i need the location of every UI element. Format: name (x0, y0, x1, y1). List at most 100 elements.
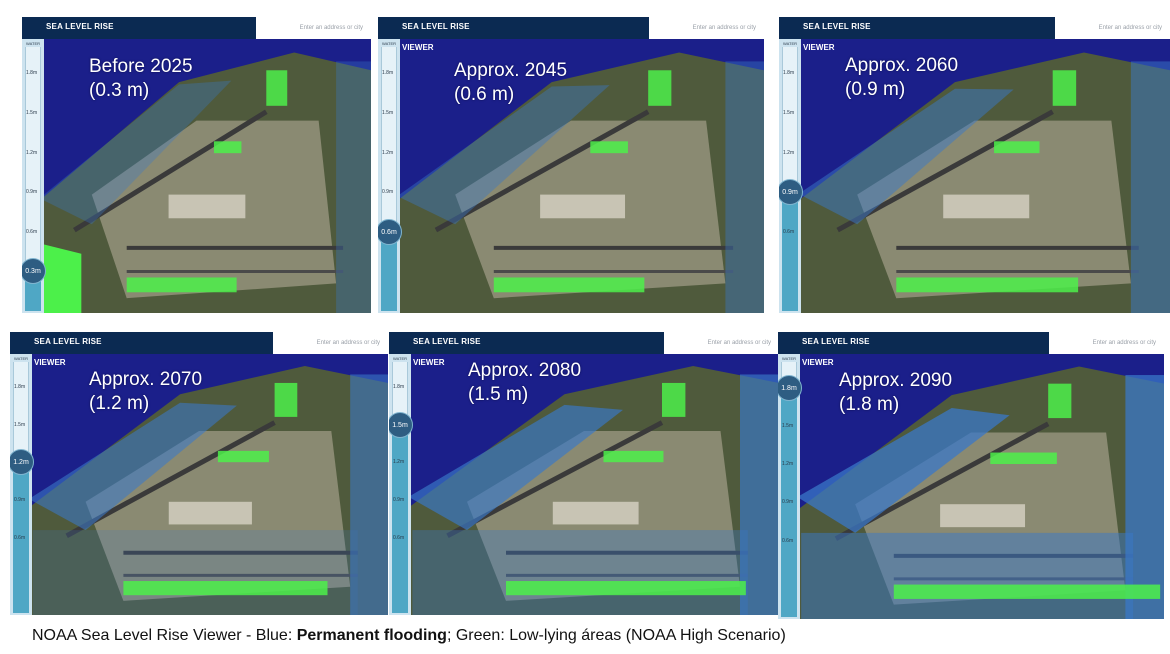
permanent-flooding (797, 408, 1010, 533)
low-lying-area (217, 450, 269, 463)
scenario-label: Approx. 2080 (1.5 m) (468, 359, 581, 407)
low-lying-area (1048, 383, 1072, 419)
scenario-level: (1.8 m) (839, 394, 900, 415)
low-lying-area (893, 584, 1161, 599)
app-title: SEA LEVEL RISE (413, 337, 481, 346)
permanent-flooding (350, 374, 388, 615)
app-header: SEA LEVEL RISE Enter an address or city (778, 332, 1164, 354)
scenario-year: Approx. 2045 (454, 60, 568, 81)
scenario-year: Approx. 2070 (89, 369, 203, 390)
permanent-flooding (32, 530, 358, 615)
satellite-map (10, 332, 388, 615)
water-level-slider[interactable]: WATER LEVEL 1.5m1.2m0.9m0.6m (778, 354, 800, 619)
runway (434, 109, 650, 233)
app-title: SEA LEVEL RISE (402, 22, 470, 31)
slider-knob[interactable]: 1.8m (778, 374, 802, 401)
slider-fill (781, 387, 797, 617)
search-input[interactable]: Enter an address or city (664, 332, 779, 354)
app-header: SEA LEVEL RISE Enter an address or city (389, 332, 779, 354)
scenario-year: Before 2025 (89, 56, 193, 77)
low-lying-area (603, 450, 664, 463)
scenario-label: Approx. 2070 (1.2 m) (89, 368, 202, 416)
permanent-flooding (798, 88, 1014, 225)
scenario-year: Approx. 2060 (845, 55, 959, 76)
scenario-level: (0.3 m) (89, 80, 150, 101)
slider-tick-label: 1.2m (393, 459, 405, 466)
figure-caption: NOAA Sea Level Rise Viewer - Blue: Perma… (32, 627, 786, 645)
slider-tick-label: 0.9m (382, 189, 394, 196)
app-header: SEA LEVEL RISE Enter an address or city (378, 17, 764, 39)
low-lying-area (266, 70, 288, 106)
water-level-slider[interactable]: WATER LEVEL 1.8m1.5m1.2m0.6m (779, 39, 801, 313)
map-panel: SEA LEVEL RISE Enter an address or city … (389, 332, 779, 615)
caption-prefix: NOAA Sea Level Rise Viewer - Blue: (32, 627, 297, 644)
runway (836, 109, 1054, 233)
slider-knob[interactable]: 1.5m (389, 411, 413, 438)
terminal-building (540, 194, 626, 219)
slider-tick-label: 0.9m (782, 499, 794, 506)
slider-tick-label: 1.8m (382, 70, 394, 77)
slider-tick-label: 1.2m (782, 461, 794, 467)
scenario-label: Approx. 2045 (0.6 m) (454, 59, 567, 107)
water-level-slider[interactable]: WATER LEVEL 1.8m1.5m1.2m0.9m (378, 39, 400, 313)
slider-tick-label: 1.8m (14, 384, 26, 391)
low-lying-area (896, 277, 1079, 293)
search-input[interactable]: Enter an address or city (649, 17, 764, 39)
permanent-flooding (397, 85, 610, 225)
slider-tick-label: 0.6m (782, 537, 794, 544)
slider-track[interactable] (25, 47, 41, 311)
scenario-label: Approx. 2090 (1.8 m) (839, 369, 952, 417)
slider-tick-label: 1.2m (783, 149, 795, 156)
slider-knob[interactable]: 1.2m (10, 449, 34, 476)
scenario-label: Before 2025 (0.3 m) (89, 55, 193, 103)
satellite-map (778, 332, 1164, 619)
app-title: SEA LEVEL RISE (46, 22, 114, 31)
terminal-building (168, 501, 252, 525)
app-header: SEA LEVEL RISE Enter an address or city (10, 332, 388, 354)
terminal-building (168, 194, 246, 219)
low-lying-area (123, 581, 328, 596)
search-input[interactable]: Enter an address or city (1055, 17, 1170, 39)
viewer-label: VIEWER (802, 358, 834, 367)
satellite-map (378, 17, 764, 313)
slider-tick-label: 1.5m (382, 110, 394, 116)
satellite-map (779, 17, 1170, 313)
permanent-flooding (801, 532, 1134, 619)
permanent-flooding (725, 61, 764, 313)
satellite-map (389, 332, 779, 615)
permanent-flooding (412, 530, 748, 615)
low-lying-area (648, 70, 672, 106)
viewer-label: VIEWER (413, 358, 445, 367)
low-lying-area (1052, 70, 1077, 106)
caption-suffix: ; Green: Low-lying áreas (NOAA High Scen… (446, 627, 786, 644)
search-input[interactable]: Enter an address or city (1049, 332, 1164, 354)
slider-tick-label: 1.8m (26, 70, 38, 77)
search-input[interactable]: Enter an address or city (256, 17, 371, 39)
slider-knob[interactable]: 0.9m (779, 179, 803, 206)
caption-bold: Permanent flooding (296, 627, 447, 644)
slider-tick-label: 1.2m (26, 149, 38, 156)
slider-tick-label: 1.5m (26, 110, 38, 116)
scenario-year: Approx. 2090 (839, 370, 953, 391)
water-level-slider[interactable]: WATER LEVEL 1.8m1.2m0.9m0.6m (389, 354, 411, 615)
low-lying-area (506, 581, 746, 596)
search-input[interactable]: Enter an address or city (273, 332, 388, 354)
slider-tick-label: 1.8m (393, 384, 405, 391)
permanent-flooding (408, 404, 623, 531)
low-lying-area (662, 382, 686, 417)
slider-knob[interactable]: 0.6m (378, 218, 402, 245)
slider-tick-label: 0.9m (393, 497, 405, 504)
permanent-flooding (1130, 61, 1170, 313)
water-level-slider[interactable]: WATER LEVEL 1.8m1.5m1.2m0.9m0.6m (22, 39, 44, 313)
scenario-level: (0.9 m) (845, 79, 906, 100)
slider-tick-label: 1.5m (783, 110, 795, 116)
low-lying-area (990, 452, 1057, 465)
satellite-map (22, 17, 371, 313)
slider-tick-label: 0.9m (26, 189, 38, 196)
slider-knob[interactable]: 0.3m (22, 258, 46, 285)
map-panel: SEA LEVEL RISE Enter an address or city … (10, 332, 388, 615)
app-title: SEA LEVEL RISE (802, 337, 870, 346)
water-level-slider[interactable]: WATER LEVEL 1.8m1.5m0.9m0.6m (10, 354, 32, 615)
app-title: SEA LEVEL RISE (34, 337, 102, 346)
slider-fill (381, 231, 397, 311)
